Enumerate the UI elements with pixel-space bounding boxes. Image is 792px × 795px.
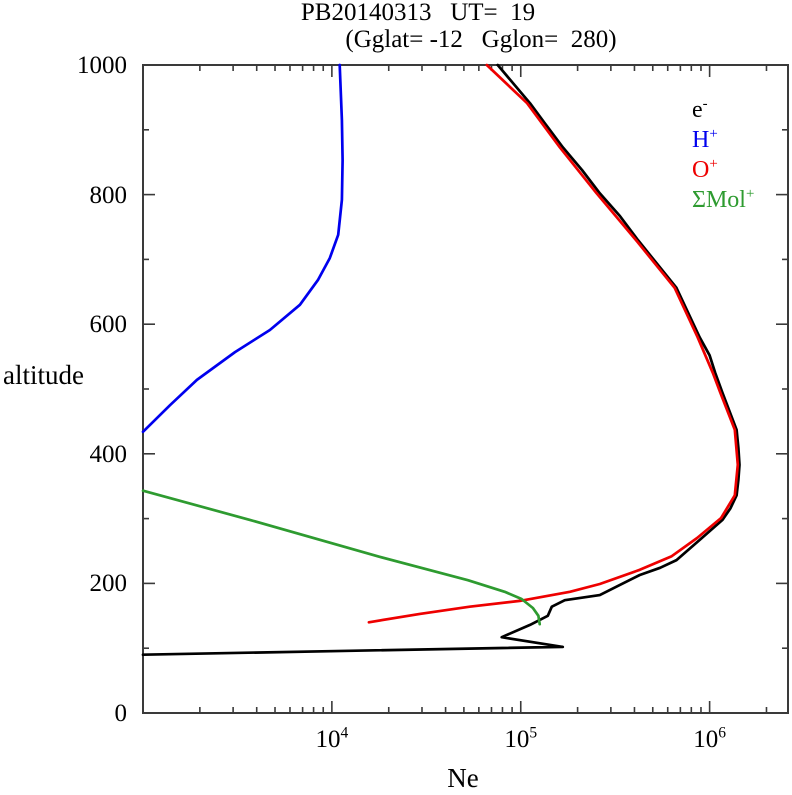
chart-title: PB20140313 UT= 19 [300, 0, 536, 26]
chart-subtitle: (Gglat= -12 Gglon= 280) [345, 26, 617, 53]
y-tick-label: 600 [89, 311, 128, 339]
legend: e- H+ O+ ΣMol+ [692, 95, 754, 215]
y-tick-label: 400 [89, 440, 128, 468]
x-axis-label: Ne [447, 763, 479, 793]
y-tick-label: 800 [89, 181, 128, 209]
series-eminus-curve [141, 63, 741, 657]
y-tick-label: 200 [89, 570, 128, 598]
series-Hplus-curve [141, 63, 344, 434]
x-tick-label: 105 [504, 724, 538, 753]
legend-item-Molplus: ΣMol+ [692, 186, 755, 213]
y-tick-label: 0 [114, 700, 128, 727]
series-Molplus-curve [141, 489, 542, 626]
x-tick-label: 104 [315, 724, 349, 753]
y-axis-label: altitude [3, 360, 84, 390]
x-tick-label: 106 [693, 724, 726, 753]
legend-item-eminus: e- [692, 96, 708, 123]
legend-item-Oplus: O+ [692, 156, 718, 183]
y-tick-label: 1000 [77, 52, 127, 79]
legend-item-Hplus: H+ [692, 126, 718, 153]
series-Oplus-curve [367, 63, 740, 624]
